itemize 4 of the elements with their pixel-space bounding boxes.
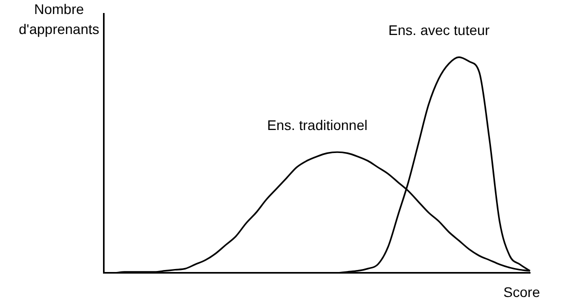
text: Ens. avec tuteur <box>388 22 490 38</box>
x-axis-title: Score <box>503 284 540 300</box>
y-axis-title: Nombre d'apprenants <box>18 1 100 37</box>
series-label: Ens. traditionnel <box>267 117 368 134</box>
